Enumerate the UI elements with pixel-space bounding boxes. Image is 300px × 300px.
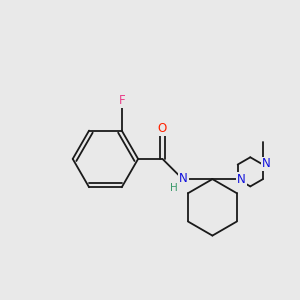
Text: N: N [262,158,271,170]
Text: O: O [158,122,167,135]
Text: F: F [118,94,125,107]
Text: N: N [179,172,188,185]
Text: H: H [170,183,178,193]
Text: N: N [237,172,246,186]
